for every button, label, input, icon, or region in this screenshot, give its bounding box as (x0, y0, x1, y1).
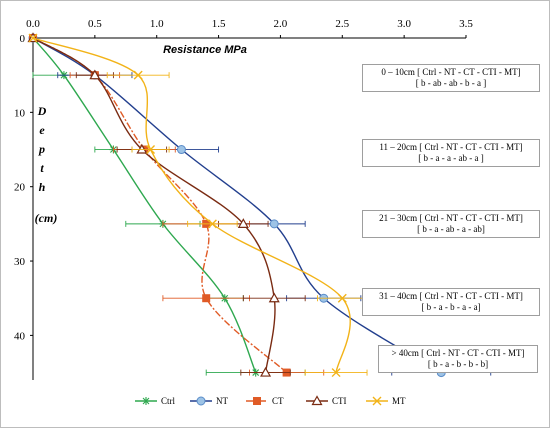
legend-label: CTI (332, 396, 347, 406)
x-tick-label: 1.5 (212, 18, 226, 30)
y-axis-title-unit: (cm) (35, 211, 58, 225)
legend-label: Ctrl (161, 396, 176, 406)
annotation-line-1: 31 – 40cm [ Ctrl - NT - CT - CTI - MT] (379, 291, 523, 301)
y-axis-title-char: e (39, 123, 45, 137)
annotation-line-2: [ b - a - a - ab - a ] (418, 153, 484, 163)
annotation-box: 31 – 40cm [ Ctrl - NT - CT - CTI - MT][ … (362, 288, 540, 316)
legend-marker (311, 395, 323, 406)
x-tick-label: 3.5 (459, 18, 473, 30)
x-tick-label: 1.0 (150, 18, 164, 30)
legend-label: MT (392, 396, 406, 406)
series-line (32, 37, 276, 373)
series-mt (28, 33, 368, 378)
y-tick-label: 30 (14, 256, 26, 268)
data-point (136, 143, 148, 154)
legend-label: CT (272, 396, 284, 406)
x-tick-label: 2.5 (335, 18, 349, 30)
y-axis-title-char: p (38, 142, 45, 156)
data-point (237, 218, 249, 228)
data-point (331, 368, 341, 378)
data-point (260, 366, 272, 377)
data-point (89, 69, 101, 80)
annotation-line-1: 0 – 10cm [ Ctrl - NT - CT - CTI - MT] (381, 67, 521, 77)
data-point (207, 219, 217, 229)
annotation-line-2: [ b - ab - ab - b - a ] (415, 78, 487, 88)
y-axis-title-char: h (39, 180, 46, 194)
x-tick-label: 2.0 (274, 18, 288, 30)
annotation-box: > 40cm [ Ctrl - NT - CT - CTI - MT][ b -… (378, 345, 538, 373)
series-line (32, 37, 288, 374)
x-tick-label: 0.0 (26, 18, 40, 30)
x-tick-label: 3.0 (397, 18, 411, 30)
y-tick-label: 40 (14, 330, 26, 342)
data-point (268, 292, 280, 303)
data-point (269, 219, 279, 229)
legend-marker (142, 397, 150, 405)
legend-label: NT (216, 396, 228, 406)
series-ctrl (29, 34, 306, 377)
data-point (28, 33, 38, 43)
y-tick-label: 0 (20, 33, 26, 45)
data-point (176, 145, 186, 155)
annotation-line-1: 11 – 20cm [ Ctrl - NT - CT - CTI - MT] (379, 142, 523, 152)
annotation-line-2: [ b - a - b - b - b] (427, 359, 489, 369)
annotation-line-1: 21 – 30cm [ Ctrl - NT - CT - CTI - MT] (379, 213, 523, 223)
annotation-box: 21 – 30cm [ Ctrl - NT - CT - CTI - MT][ … (362, 210, 540, 238)
series-ct (29, 34, 325, 377)
x-axis-title: Resistance MPa (163, 44, 247, 56)
legend: Ctrl NT CT CTI MT (135, 395, 406, 406)
annotation-line-2: [ b - a - b - a - a] (421, 302, 481, 312)
y-tick-label: 10 (14, 107, 26, 119)
annotation-line-1: > 40cm [ Ctrl - NT - CT - CTI - MT] (391, 348, 525, 358)
legend-marker (253, 397, 261, 405)
y-axis-title-char: t (40, 161, 44, 175)
annotation-line-2: [ b - a - ab - a - ab] (417, 224, 485, 234)
data-point (202, 294, 211, 303)
annotation-box: 11 – 20cm [ Ctrl - NT - CT - CTI - MT][ … (362, 139, 540, 167)
data-point (146, 145, 156, 155)
y-axis-title-char: D (37, 104, 47, 118)
legend-marker (372, 396, 382, 406)
x-tick-label: 0.5 (88, 18, 102, 30)
legend-marker (196, 396, 206, 406)
data-point (133, 70, 143, 80)
series-line (32, 37, 351, 373)
y-tick-label: 20 (14, 182, 26, 194)
series-layer (27, 32, 492, 378)
data-point (337, 293, 347, 303)
annotation-box: 0 – 10cm [ Ctrl - NT - CT - CTI - MT][ b… (362, 64, 540, 92)
